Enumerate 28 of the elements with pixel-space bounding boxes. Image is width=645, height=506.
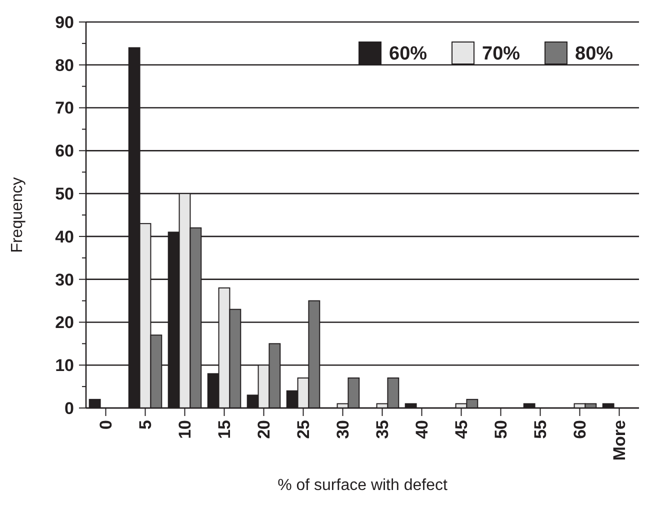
x-tick-label: 45 [452, 420, 472, 439]
x-tick-label: 5 [136, 420, 156, 430]
legend-label: 60% [389, 44, 428, 65]
x-tick-label: 15 [215, 420, 234, 439]
x-tick-label: 50 [492, 420, 511, 439]
x-tick-label: 60 [570, 420, 590, 439]
x-tick-label: 0 [96, 420, 116, 430]
y-tick-label: 60 [55, 142, 74, 161]
y-tick-label: 50 [55, 184, 74, 204]
y-tick-label: 80 [55, 56, 74, 75]
legend-label: 80% [575, 44, 614, 65]
x-tick-label: 20 [254, 420, 274, 439]
x-axis-title: % of surface with defect [278, 477, 448, 494]
x-tick-label: 25 [294, 420, 314, 439]
x-tick-label: 10 [176, 420, 195, 439]
x-tick-label: 40 [412, 420, 432, 439]
legend-label: 70% [482, 44, 520, 65]
y-axis-title: Frequency [9, 177, 26, 253]
x-tick-label: More [610, 420, 630, 461]
y-tick-label: 10 [55, 356, 74, 376]
x-tick-label: 30 [334, 420, 353, 439]
y-tick-label: 70 [55, 98, 74, 118]
x-tick-label: 35 [373, 420, 392, 439]
y-tick-label: 90 [55, 12, 74, 32]
y-tick-label: 20 [55, 313, 74, 332]
x-tick-label: 55 [531, 420, 550, 439]
y-tick-label: 40 [55, 227, 74, 246]
y-tick-label: 30 [55, 270, 74, 290]
